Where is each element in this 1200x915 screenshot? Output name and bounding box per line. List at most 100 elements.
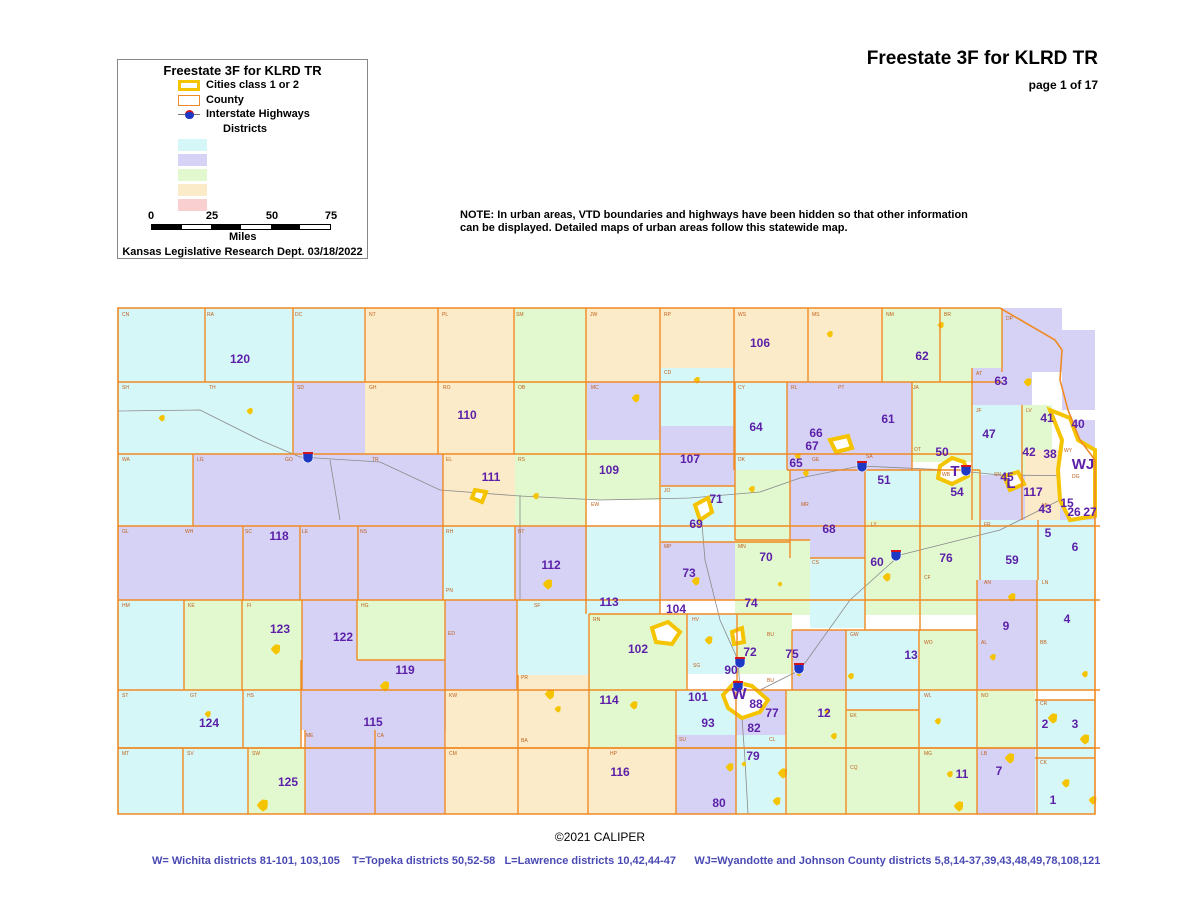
district-area — [514, 308, 586, 382]
district-area — [1038, 520, 1095, 580]
district-label: 90 — [724, 663, 738, 677]
interstate-shields — [302, 452, 972, 693]
county-code: DP — [1006, 316, 1014, 322]
district-label: 93 — [701, 716, 715, 730]
county-code: WS — [738, 312, 747, 318]
county-code: MR — [801, 502, 809, 508]
county-code: SC — [245, 529, 252, 535]
district-area — [293, 382, 365, 454]
city-shape — [204, 710, 211, 718]
district-label: 122 — [333, 630, 353, 644]
district-label: 54 — [950, 485, 964, 499]
county-code: NM — [886, 312, 894, 318]
county-code: RP — [664, 312, 672, 318]
county-code: HV — [692, 617, 700, 623]
district-area — [184, 600, 242, 690]
district-area — [919, 690, 977, 748]
district-label: 64 — [749, 420, 763, 434]
district-area — [734, 308, 808, 382]
district-label: 66 — [809, 426, 823, 440]
city-shape — [532, 492, 539, 500]
city-shape — [631, 394, 640, 403]
district-label: 26 — [1067, 505, 1081, 519]
district-label: 109 — [599, 463, 619, 477]
state-outline — [117, 307, 1096, 815]
city-shapes — [158, 321, 1097, 812]
district-label: 50 — [935, 445, 949, 459]
county-code: JW — [590, 312, 598, 318]
highway-line — [117, 409, 1096, 501]
district-area — [586, 308, 660, 382]
county-boundaries — [117, 307, 1100, 815]
city-outline — [692, 495, 715, 524]
page-title: Freestate 3F for KLRD TR — [866, 48, 1098, 69]
district-area — [919, 748, 977, 814]
county-code: MP — [664, 544, 672, 550]
district-area — [365, 382, 440, 454]
city-shape — [777, 581, 782, 587]
county-code: GO — [285, 457, 293, 463]
interstate-shield-icon — [734, 657, 746, 669]
city-shape — [704, 636, 713, 645]
scale-tick: 50 — [265, 210, 279, 222]
county-code: WH — [185, 529, 194, 535]
county-code: PL — [442, 312, 448, 318]
city-shape — [934, 717, 941, 725]
city-shape — [772, 797, 781, 806]
county-code: HP — [610, 751, 618, 757]
district-swatches — [178, 139, 207, 214]
legend-title: Freestate 3F for KLRD TR — [163, 63, 322, 78]
copyright: ©2021 CALIPER — [554, 830, 646, 844]
district-area — [687, 614, 737, 674]
district-area — [357, 600, 445, 660]
district-label: 114 — [599, 693, 619, 707]
district-label: 1 — [1050, 793, 1057, 807]
district-label: 2 — [1042, 717, 1049, 731]
city-shape — [725, 763, 734, 772]
district-label: 59 — [1005, 553, 1019, 567]
city-shape — [847, 672, 854, 680]
county-code: WA — [122, 457, 131, 463]
county-code: RL — [791, 385, 798, 391]
city-shape — [748, 485, 755, 493]
district-area — [358, 526, 443, 600]
county-code: BB — [1040, 640, 1047, 646]
district-area — [587, 526, 661, 614]
city-shape — [953, 801, 963, 812]
county-code: MG — [924, 751, 932, 757]
district-label: 45 — [1000, 470, 1014, 484]
county-code: MT — [122, 751, 129, 757]
city-shape — [554, 705, 561, 713]
city-outline-lawrence — [1001, 469, 1027, 493]
district-area — [242, 600, 302, 690]
district-label: 38 — [1043, 447, 1057, 461]
county-code: SH — [122, 385, 129, 391]
scale-tick: 75 — [324, 210, 338, 222]
district-label: 43 — [1038, 502, 1052, 516]
county-code: SV — [187, 751, 194, 757]
county-code: TH — [209, 385, 216, 391]
county-code: AL — [981, 640, 987, 646]
legend-item-label: County — [206, 94, 244, 106]
district-area — [301, 660, 446, 730]
district-area — [587, 382, 661, 440]
district-label: 120 — [230, 352, 250, 366]
district-area — [438, 308, 514, 382]
county-code: CL — [769, 737, 776, 743]
district-area — [118, 308, 365, 382]
district-area — [1002, 308, 1062, 372]
district-area — [792, 630, 846, 690]
scale-bar — [151, 224, 331, 230]
district-area — [1062, 330, 1095, 410]
district-label: 74 — [744, 596, 758, 610]
county-codes: CN RA DC NT PL SM JW RP WS MS NM BR DP SH TH SD GH RO OB MC… — [122, 312, 1080, 771]
county-code: KE — [188, 603, 195, 609]
county-code: LB — [981, 751, 988, 757]
district-label: 107 — [680, 452, 700, 466]
city-shape — [256, 799, 268, 812]
county-code: SN — [994, 472, 1001, 478]
district-label: 41 — [1040, 411, 1054, 425]
district-label: 76 — [939, 551, 953, 565]
district-area — [375, 730, 445, 814]
district-label: 123 — [270, 622, 290, 636]
